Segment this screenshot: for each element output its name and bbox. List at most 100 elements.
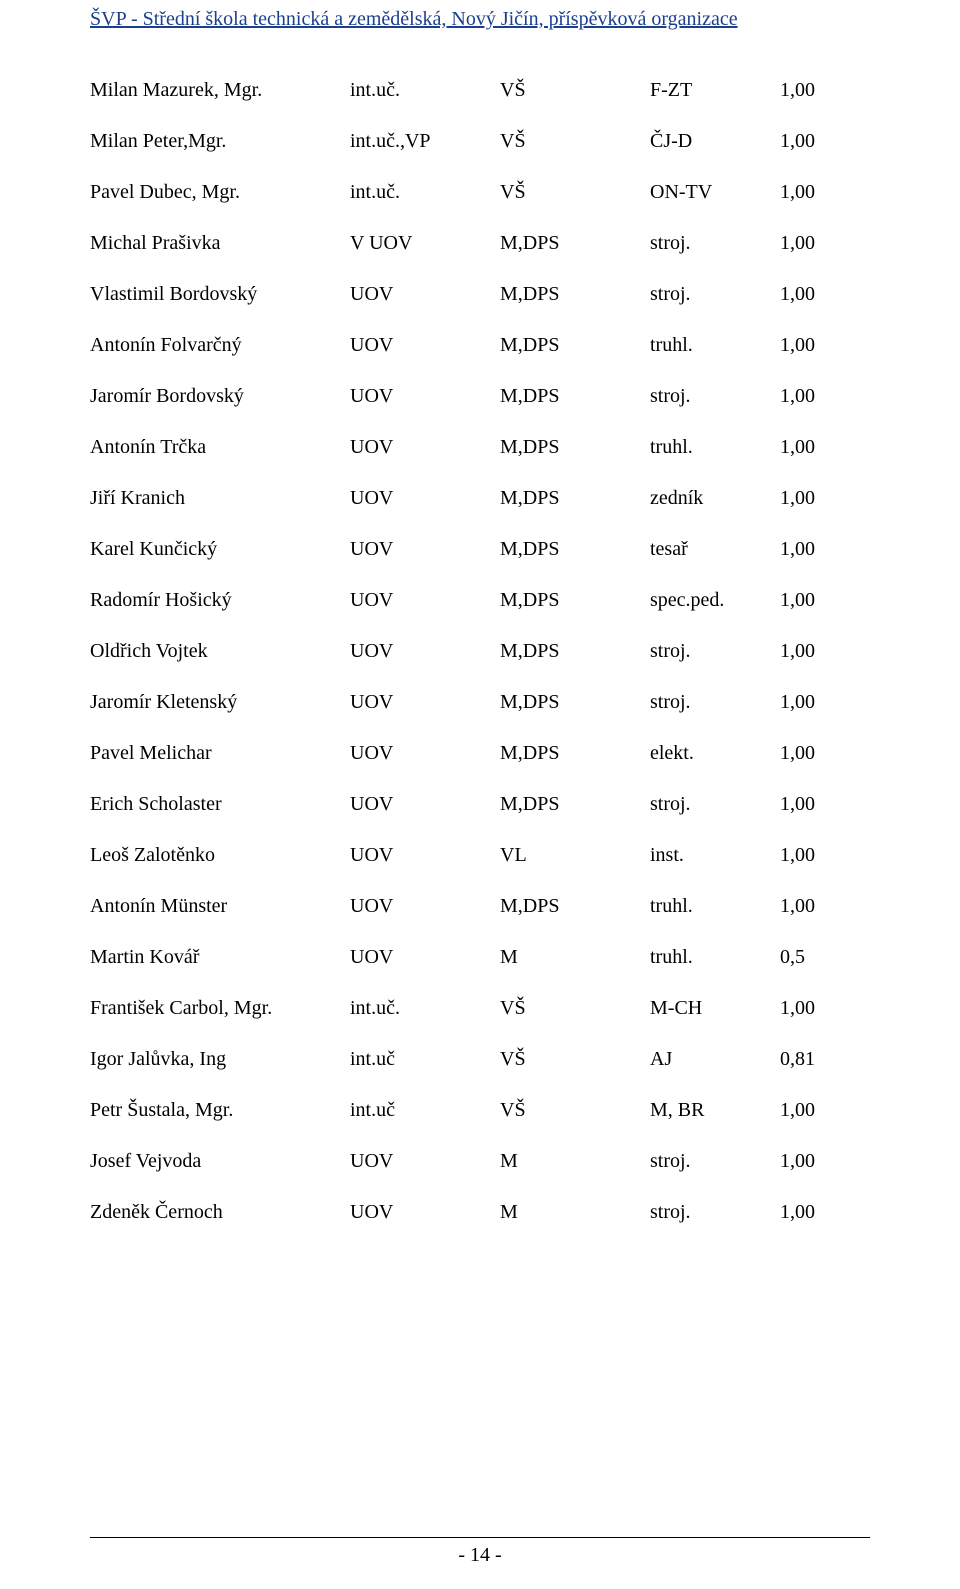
cell-coefficient: 1,00 [780, 691, 860, 714]
cell-qualification: VŠ [500, 997, 650, 1020]
cell-qualification: M,DPS [500, 691, 650, 714]
cell-subject: stroj. [650, 1150, 780, 1173]
cell-function: UOV [350, 436, 500, 459]
cell-subject: stroj. [650, 640, 780, 663]
cell-subject: stroj. [650, 232, 780, 255]
cell-qualification: M,DPS [500, 895, 650, 918]
cell-qualification: M,DPS [500, 538, 650, 561]
cell-subject: tesař [650, 538, 780, 561]
cell-name: Karel Kunčický [90, 538, 350, 561]
table-row: Zdeněk ČernochUOVMstroj.1,00 [90, 1187, 870, 1238]
table-row: Pavel Dubec, Mgr.int.uč.VŠON-TV1,00 [90, 167, 870, 218]
page: ŠVP - Střední škola technická a zeměděls… [0, 0, 960, 1589]
cell-name: Antonín Münster [90, 895, 350, 918]
cell-function: UOV [350, 844, 500, 867]
cell-qualification: M,DPS [500, 487, 650, 510]
cell-coefficient: 1,00 [780, 436, 860, 459]
cell-subject: truhl. [650, 895, 780, 918]
cell-name: Radomír Hošický [90, 589, 350, 612]
cell-name: Igor Jalůvka, Ing [90, 1048, 350, 1071]
cell-function: UOV [350, 895, 500, 918]
table-row: Vlastimil BordovskýUOVM,DPSstroj.1,00 [90, 269, 870, 320]
cell-qualification: M,DPS [500, 589, 650, 612]
cell-subject: M, BR [650, 1099, 780, 1122]
cell-function: UOV [350, 946, 500, 969]
cell-subject: F-ZT [650, 79, 780, 102]
cell-name: Zdeněk Černoch [90, 1201, 350, 1224]
cell-function: UOV [350, 334, 500, 357]
cell-name: Oldřich Vojtek [90, 640, 350, 663]
cell-qualification: VŠ [500, 130, 650, 153]
cell-qualification: M,DPS [500, 436, 650, 459]
cell-coefficient: 0,5 [780, 946, 860, 969]
cell-coefficient: 1,00 [780, 997, 860, 1020]
table-row: Jiří KranichUOVM,DPSzedník1,00 [90, 473, 870, 524]
cell-coefficient: 1,00 [780, 640, 860, 663]
cell-function: UOV [350, 1150, 500, 1173]
cell-name: Jiří Kranich [90, 487, 350, 510]
cell-qualification: M,DPS [500, 742, 650, 765]
cell-name: Petr Šustala, Mgr. [90, 1099, 350, 1122]
table-row: Jaromír BordovskýUOVM,DPSstroj.1,00 [90, 371, 870, 422]
cell-subject: AJ [650, 1048, 780, 1071]
cell-name: František Carbol, Mgr. [90, 997, 350, 1020]
cell-coefficient: 1,00 [780, 844, 860, 867]
cell-name: Michal Prašivka [90, 232, 350, 255]
cell-subject: inst. [650, 844, 780, 867]
cell-qualification: VL [500, 844, 650, 867]
cell-qualification: VŠ [500, 1048, 650, 1071]
cell-function: UOV [350, 793, 500, 816]
table-row: Petr Šustala, Mgr.int.učVŠM, BR1,00 [90, 1085, 870, 1136]
cell-coefficient: 1,00 [780, 1099, 860, 1122]
cell-function: int.uč.,VP [350, 130, 500, 153]
cell-name: Milan Peter,Mgr. [90, 130, 350, 153]
table-row: Jaromír KletenskýUOVM,DPSstroj.1,00 [90, 677, 870, 728]
cell-name: Antonín Folvarčný [90, 334, 350, 357]
cell-coefficient: 1,00 [780, 793, 860, 816]
staff-table: Milan Mazurek, Mgr.int.uč.VŠF-ZT1,00Mila… [90, 65, 870, 1238]
table-row: Oldřich VojtekUOVM,DPSstroj.1,00 [90, 626, 870, 677]
cell-function: UOV [350, 487, 500, 510]
table-row: Pavel MelicharUOVM,DPSelekt.1,00 [90, 728, 870, 779]
cell-coefficient: 0,81 [780, 1048, 860, 1071]
cell-coefficient: 1,00 [780, 181, 860, 204]
cell-name: Milan Mazurek, Mgr. [90, 79, 350, 102]
cell-function: UOV [350, 589, 500, 612]
cell-function: int.uč [350, 1099, 500, 1122]
cell-coefficient: 1,00 [780, 1201, 860, 1224]
cell-qualification: M,DPS [500, 232, 650, 255]
table-row: Antonín MünsterUOVM,DPStruhl.1,00 [90, 881, 870, 932]
cell-function: UOV [350, 1201, 500, 1224]
page-footer: - 14 - [0, 1537, 960, 1567]
table-row: Leoš ZalotěnkoUOVVLinst.1,00 [90, 830, 870, 881]
cell-subject: stroj. [650, 1201, 780, 1224]
cell-subject: zedník [650, 487, 780, 510]
cell-name: Leoš Zalotěnko [90, 844, 350, 867]
cell-subject: M-CH [650, 997, 780, 1020]
cell-name: Martin Kovář [90, 946, 350, 969]
cell-subject: truhl. [650, 436, 780, 459]
table-row: Josef VejvodaUOVMstroj.1,00 [90, 1136, 870, 1187]
table-row: Antonín TrčkaUOVM,DPStruhl.1,00 [90, 422, 870, 473]
cell-qualification: M,DPS [500, 283, 650, 306]
cell-coefficient: 1,00 [780, 334, 860, 357]
document-header: ŠVP - Střední škola technická a zeměděls… [90, 8, 870, 37]
cell-coefficient: 1,00 [780, 283, 860, 306]
cell-function: UOV [350, 385, 500, 408]
cell-name: Vlastimil Bordovský [90, 283, 350, 306]
cell-subject: ON-TV [650, 181, 780, 204]
cell-coefficient: 1,00 [780, 385, 860, 408]
cell-coefficient: 1,00 [780, 895, 860, 918]
cell-subject: stroj. [650, 691, 780, 714]
cell-coefficient: 1,00 [780, 130, 860, 153]
cell-subject: stroj. [650, 793, 780, 816]
cell-name: Jaromír Kletenský [90, 691, 350, 714]
cell-function: int.uč. [350, 79, 500, 102]
cell-qualification: M,DPS [500, 334, 650, 357]
cell-function: UOV [350, 691, 500, 714]
footer-rule [90, 1537, 870, 1538]
cell-function: V UOV [350, 232, 500, 255]
cell-name: Jaromír Bordovský [90, 385, 350, 408]
cell-coefficient: 1,00 [780, 79, 860, 102]
cell-qualification: VŠ [500, 79, 650, 102]
